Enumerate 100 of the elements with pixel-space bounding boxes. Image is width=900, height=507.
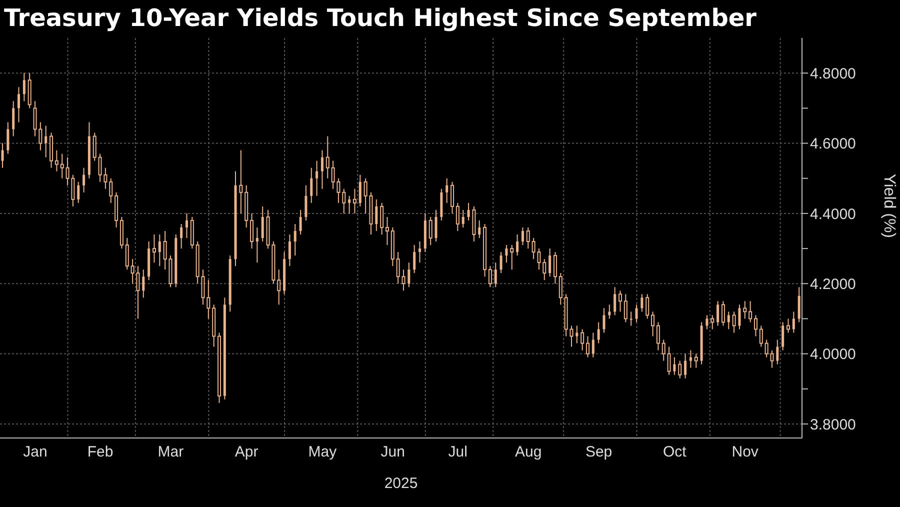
candlestick: [158, 234, 161, 267]
candlestick: [277, 269, 281, 306]
candlestick: [759, 325, 763, 348]
candlestick: [673, 356, 676, 376]
candlestick: [721, 300, 725, 326]
candlestick: [602, 308, 606, 334]
candlestick: [380, 202, 384, 235]
candlestick: [299, 209, 302, 235]
y-tick-label: 4.0000: [810, 346, 856, 364]
candlestick: [624, 294, 628, 323]
candlestick: [408, 262, 410, 288]
candlestick: [352, 188, 356, 214]
candlestick: [250, 212, 254, 250]
candlestick: [608, 304, 611, 320]
candlestick: [640, 294, 644, 312]
candlestick: [597, 322, 600, 344]
x-tick-label: Aug: [514, 444, 542, 461]
candlestick: [310, 167, 313, 204]
candlestick: [488, 266, 492, 288]
candlestick: [12, 100, 15, 137]
candlestick: [667, 346, 671, 376]
candlestick: [776, 339, 779, 365]
x-tick-label: Jun: [380, 444, 405, 461]
candlestick: [548, 248, 552, 278]
candlestick: [526, 226, 530, 250]
candlestick: [678, 360, 682, 379]
candlestick: [54, 150, 58, 172]
candlestick: [592, 332, 594, 358]
candlestick: [798, 286, 800, 323]
candlestick: [656, 322, 660, 351]
candlestick: [662, 339, 666, 362]
candlestick: [60, 153, 64, 179]
x-tick-label: May: [308, 444, 338, 461]
candlestick: [521, 226, 524, 246]
candlestick: [180, 223, 183, 250]
candlestick: [109, 178, 113, 204]
candlestick: [706, 314, 708, 330]
candlestick: [261, 206, 264, 242]
candlestick: [82, 167, 86, 193]
candlestick: [580, 328, 584, 351]
candlestick: [467, 202, 470, 221]
candlestick: [18, 86, 20, 123]
candlestick: [614, 286, 616, 316]
candlestick: [710, 314, 714, 330]
candlestick: [510, 244, 514, 270]
candlestick: [553, 252, 557, 284]
candlestick: [450, 181, 454, 214]
candlestick: [576, 325, 578, 344]
candlestick: [694, 353, 698, 368]
candlestick: [256, 226, 258, 264]
x-tick-label: Feb: [87, 444, 114, 461]
candlestick: [185, 212, 188, 238]
candlestick: [320, 150, 324, 190]
candlestick: [646, 294, 650, 320]
candlestick: [294, 223, 296, 256]
candlestick: [22, 72, 26, 102]
candlestick: [456, 202, 460, 232]
candlestick: [732, 311, 736, 334]
candlestick: [326, 136, 330, 179]
candlestick: [446, 178, 448, 204]
x-tick-label: Sep: [585, 444, 612, 461]
candlestick: [375, 198, 378, 232]
candlestick: [348, 195, 351, 214]
candlestick: [558, 272, 562, 306]
candlestick: [748, 300, 752, 323]
y-tick-label: 4.8000: [810, 65, 856, 82]
candlestick: [77, 181, 80, 204]
candlestick: [434, 209, 438, 242]
candlestick: [418, 241, 422, 264]
candlestick: [402, 269, 406, 292]
candlestick: [428, 216, 432, 246]
x-tick-label: Apr: [234, 444, 258, 461]
candlestick: [396, 252, 400, 284]
y-tick-label: 3.8000: [810, 416, 856, 434]
candlestick: [152, 234, 156, 264]
x-tick-label: Mar: [158, 444, 184, 461]
candlestick: [316, 160, 318, 196]
candlestick: [239, 150, 243, 214]
candlestick: [689, 350, 692, 368]
candlestick: [586, 336, 590, 358]
candlestick: [738, 304, 741, 330]
candlestick: [716, 300, 720, 326]
x-tick-label: Jan: [23, 444, 48, 461]
x-tick-label: Nov: [732, 444, 759, 461]
candlestick: [635, 304, 638, 323]
candlestick: [792, 311, 795, 334]
candlestick: [727, 311, 730, 330]
candlestick: [684, 353, 687, 379]
candlestick: [500, 252, 502, 274]
x-tick-label: Jul: [448, 444, 468, 461]
candlestick: [288, 234, 291, 267]
candlestick: [782, 322, 784, 351]
candlestick: [516, 234, 519, 256]
candlestick: [6, 122, 10, 154]
candlestick: [413, 244, 416, 274]
chart-title: Treasury 10-Year Yields Touch Highest Since September: [4, 4, 756, 32]
candlestick: [385, 216, 389, 246]
candlestick: [125, 238, 129, 270]
y-axis-title: Yield (%): [880, 174, 898, 238]
candlestick: [505, 244, 508, 264]
